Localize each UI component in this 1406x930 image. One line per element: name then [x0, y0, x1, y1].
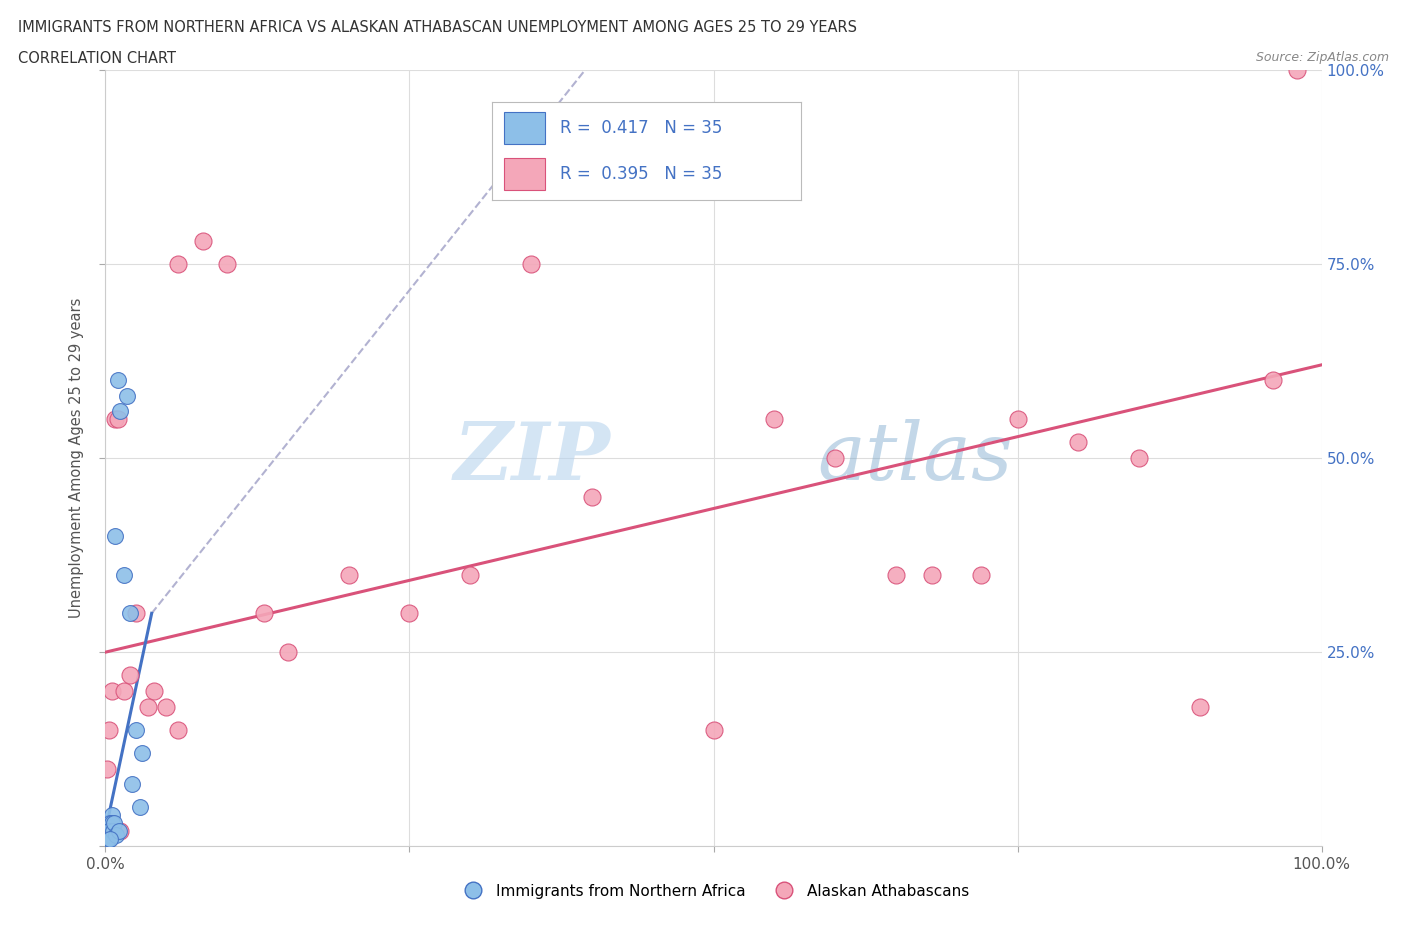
Point	[96, 831, 118, 846]
Point	[1261, 373, 1284, 388]
Point	[337, 567, 360, 582]
Point	[96, 761, 118, 776]
Point	[97, 823, 120, 838]
Point	[277, 644, 299, 659]
Point	[1286, 62, 1309, 77]
Point	[98, 831, 121, 846]
Point	[921, 567, 943, 582]
Point	[96, 823, 118, 838]
Point	[98, 827, 121, 842]
Point	[112, 684, 135, 698]
Point	[97, 823, 120, 838]
Point	[1007, 412, 1029, 427]
Text: R =  0.395   N = 35: R = 0.395 N = 35	[560, 165, 723, 182]
Point	[1128, 451, 1150, 466]
Point	[105, 827, 128, 842]
Point	[98, 723, 121, 737]
Point	[167, 723, 190, 737]
Text: ZIP: ZIP	[453, 419, 610, 497]
Point	[131, 746, 153, 761]
Point	[763, 412, 786, 427]
Point	[97, 831, 120, 846]
Text: IMMIGRANTS FROM NORTHERN AFRICA VS ALASKAN ATHABASCAN UNEMPLOYMENT AMONG AGES 25: IMMIGRANTS FROM NORTHERN AFRICA VS ALASK…	[18, 20, 858, 35]
Point	[155, 699, 177, 714]
Point	[252, 606, 274, 621]
Point	[217, 257, 239, 272]
Point	[191, 233, 214, 248]
Point	[100, 808, 122, 823]
Point	[125, 606, 148, 621]
Bar	[505, 158, 544, 191]
Point	[1189, 699, 1212, 714]
Point	[98, 816, 121, 830]
Legend: Immigrants from Northern Africa, Alaskan Athabascans: Immigrants from Northern Africa, Alaskan…	[451, 877, 976, 905]
Point	[101, 823, 124, 838]
Y-axis label: Unemployment Among Ages 25 to 29 years: Unemployment Among Ages 25 to 29 years	[69, 298, 84, 618]
Point	[824, 451, 846, 466]
Point	[581, 489, 603, 504]
Point	[1067, 435, 1090, 450]
Text: R =  0.417   N = 35: R = 0.417 N = 35	[560, 119, 723, 137]
Point	[98, 823, 121, 838]
Point	[970, 567, 993, 582]
Text: atlas: atlas	[817, 419, 1012, 497]
Point	[98, 823, 121, 838]
Point	[136, 699, 159, 714]
Point	[121, 777, 143, 791]
Point	[107, 373, 129, 388]
Point	[128, 800, 150, 815]
Point	[125, 723, 148, 737]
Point	[97, 819, 120, 834]
Text: CORRELATION CHART: CORRELATION CHART	[18, 51, 176, 66]
Point	[884, 567, 907, 582]
Point	[118, 668, 141, 683]
Point	[108, 823, 131, 838]
Point	[108, 404, 131, 418]
Point	[96, 831, 118, 846]
Text: Source: ZipAtlas.com: Source: ZipAtlas.com	[1256, 51, 1389, 64]
Point	[458, 567, 481, 582]
Point	[702, 723, 725, 737]
Point	[98, 831, 121, 846]
Point	[104, 528, 127, 543]
Point	[100, 816, 122, 830]
Point	[117, 389, 139, 404]
Point	[97, 819, 120, 834]
Point	[112, 567, 135, 582]
Point	[103, 816, 125, 830]
Point	[98, 831, 121, 846]
Point	[520, 257, 543, 272]
Point	[167, 257, 190, 272]
Point	[96, 827, 118, 842]
Point	[107, 412, 129, 427]
Point	[104, 412, 127, 427]
Point	[98, 823, 121, 838]
Point	[100, 684, 122, 698]
Point	[143, 684, 166, 698]
Bar	[505, 112, 544, 144]
Point	[96, 816, 118, 830]
Point	[398, 606, 420, 621]
Point	[118, 606, 141, 621]
Point	[108, 823, 131, 838]
Point	[96, 831, 118, 846]
